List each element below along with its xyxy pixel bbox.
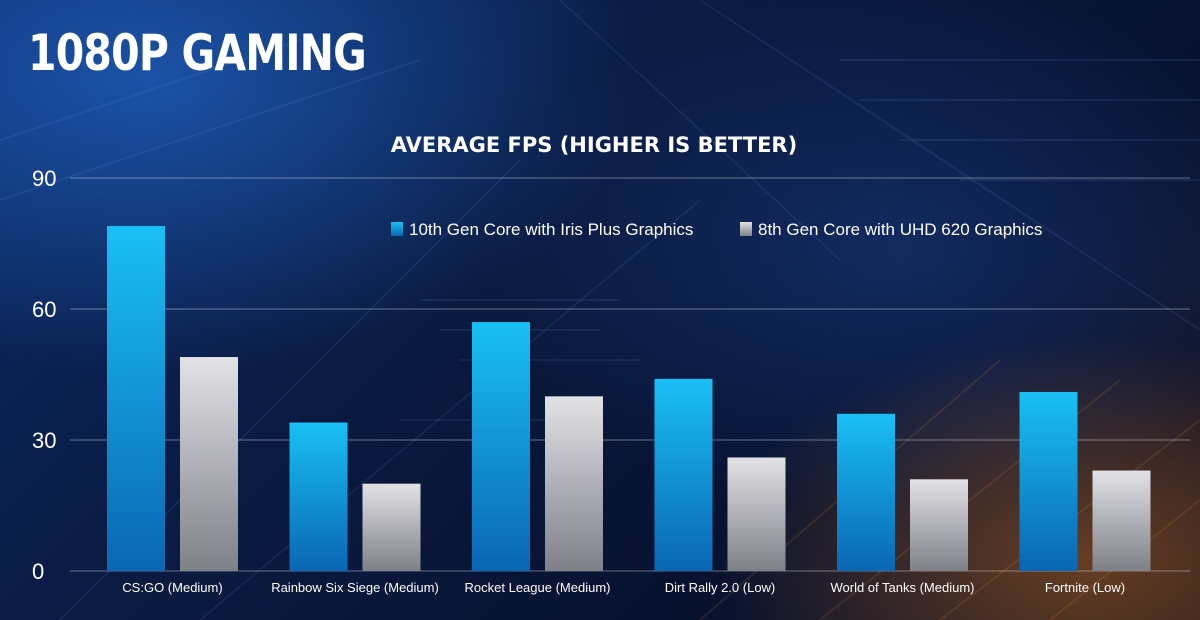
bars (107, 226, 1151, 572)
x-tick-label: CS:GO (Medium) (122, 580, 222, 595)
bar-series-2 (545, 396, 603, 571)
legend-item-series-2: 8th Gen Core with UHD 620 Graphics (740, 220, 1042, 239)
legend: 10th Gen Core with Iris Plus Graphics 8t… (391, 220, 1042, 239)
y-tick-label: 90 (32, 166, 56, 191)
slide-title: 1080P GAMING (28, 24, 367, 82)
x-tick-label: World of Tanks (Medium) (830, 580, 974, 595)
y-tick-label: 60 (32, 297, 56, 322)
bar-series-1 (837, 413, 895, 571)
legend-label-series-1: 10th Gen Core with Iris Plus Graphics (409, 220, 693, 239)
bar-series-2 (910, 479, 968, 571)
y-axis: 0 30 60 90 (32, 166, 56, 584)
x-tick-label: Rainbow Six Siege (Medium) (271, 580, 439, 595)
x-tick-label: Rocket League (Medium) (465, 580, 611, 595)
y-tick-label: 30 (32, 428, 56, 453)
bar-series-1 (107, 226, 165, 572)
bar-series-1 (654, 378, 713, 571)
x-tick-label: Dirt Rally 2.0 (Low) (665, 580, 776, 595)
bar-series-1 (472, 322, 530, 571)
gridlines (70, 177, 1190, 572)
bar-series-2 (362, 483, 421, 571)
legend-label-series-2: 8th Gen Core with UHD 620 Graphics (758, 220, 1042, 239)
legend-swatch-series-1 (391, 222, 403, 236)
legend-swatch-series-2 (740, 222, 752, 236)
y-tick-label: 0 (32, 559, 44, 584)
x-tick-label: Fortnite (Low) (1045, 580, 1125, 595)
legend-item-series-1: 10th Gen Core with Iris Plus Graphics (391, 220, 693, 239)
bar-series-2 (180, 357, 238, 571)
x-axis: CS:GO (Medium) Rainbow Six Siege (Medium)… (122, 580, 1125, 595)
bar-series-1 (1019, 391, 1078, 571)
bar-series-2 (727, 457, 786, 571)
chart-title: AVERAGE FPS (HIGHER IS BETTER) (391, 133, 797, 157)
bar-series-1 (289, 422, 348, 571)
bar-series-2 (1092, 470, 1151, 571)
